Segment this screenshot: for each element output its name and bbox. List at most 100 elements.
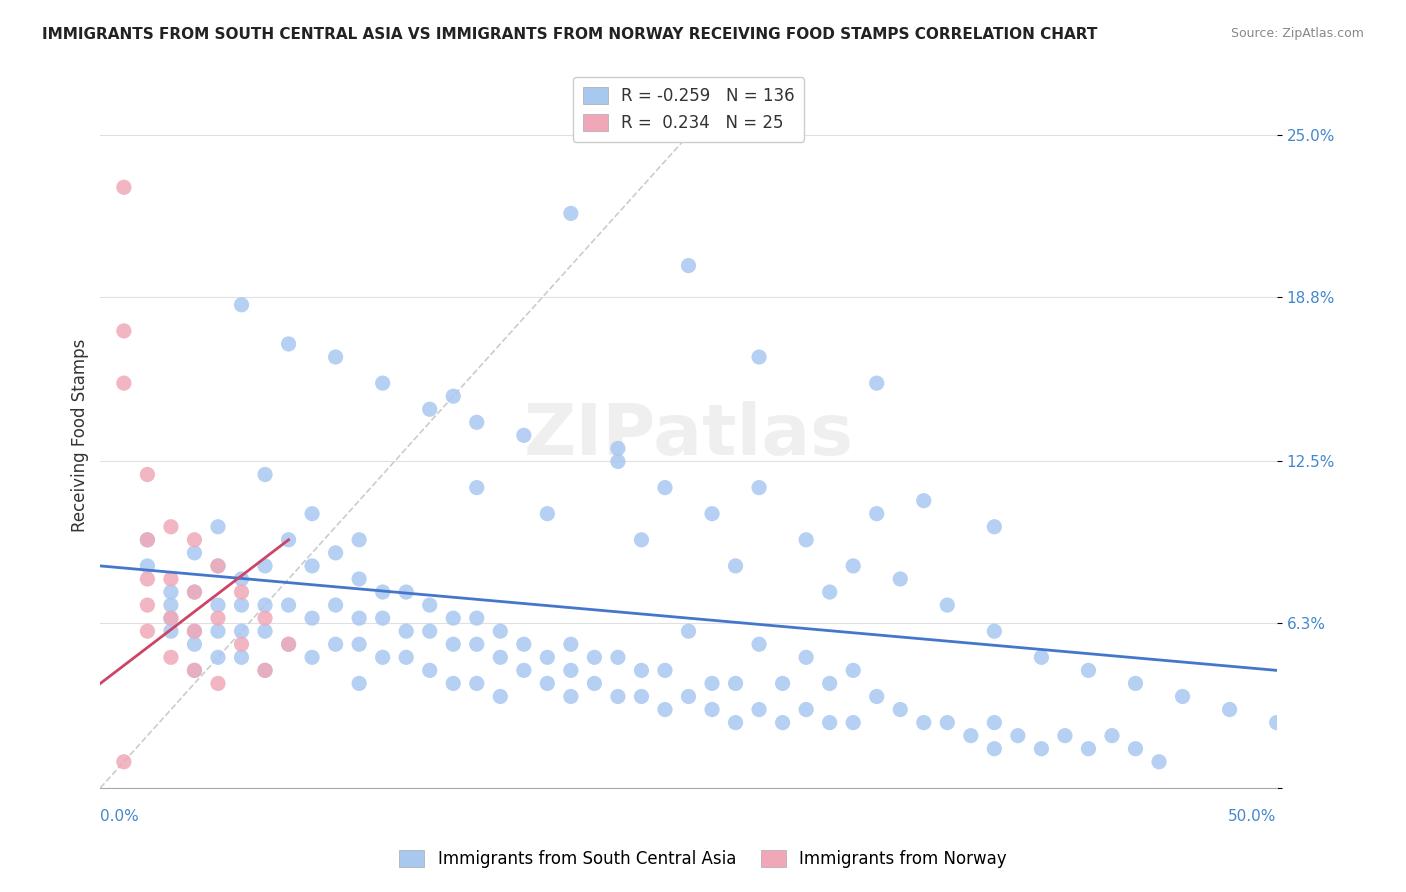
Point: [371, 650, 394, 665]
Point: [112, 755, 135, 769]
Point: [700, 507, 723, 521]
Point: [583, 676, 606, 690]
Point: [842, 664, 865, 678]
Point: [160, 572, 183, 586]
Point: [513, 428, 536, 442]
Point: [183, 546, 205, 560]
Point: [1031, 741, 1053, 756]
Point: [748, 637, 770, 651]
Point: [112, 324, 135, 338]
Point: [959, 729, 981, 743]
Point: [630, 690, 652, 704]
Point: [1219, 702, 1241, 716]
Point: [254, 558, 277, 573]
Text: ZIPatlas: ZIPatlas: [523, 401, 853, 470]
Point: [724, 676, 747, 690]
Point: [560, 690, 582, 704]
Point: [536, 507, 558, 521]
Point: [818, 715, 841, 730]
Point: [513, 637, 536, 651]
Point: [231, 598, 253, 612]
Point: [654, 702, 676, 716]
Point: [183, 533, 205, 547]
Point: [254, 664, 277, 678]
Point: [395, 624, 418, 639]
Point: [231, 298, 253, 312]
Point: [866, 507, 889, 521]
Point: [277, 598, 299, 612]
Point: [842, 558, 865, 573]
Point: [183, 624, 205, 639]
Point: [371, 611, 394, 625]
Point: [231, 585, 253, 599]
Point: [465, 637, 488, 651]
Point: [1007, 729, 1029, 743]
Point: [560, 206, 582, 220]
Point: [419, 402, 441, 417]
Point: [983, 624, 1005, 639]
Point: [207, 676, 229, 690]
Point: [678, 259, 700, 273]
Point: [583, 650, 606, 665]
Text: IMMIGRANTS FROM SOUTH CENTRAL ASIA VS IMMIGRANTS FROM NORWAY RECEIVING FOOD STAM: IMMIGRANTS FROM SOUTH CENTRAL ASIA VS IM…: [42, 27, 1098, 42]
Text: 50.0%: 50.0%: [1229, 809, 1277, 824]
Point: [231, 650, 253, 665]
Point: [912, 493, 935, 508]
Point: [724, 715, 747, 730]
Point: [724, 558, 747, 573]
Point: [301, 650, 323, 665]
Legend: R = -0.259   N = 136, R =  0.234   N = 25: R = -0.259 N = 136, R = 0.234 N = 25: [572, 77, 804, 142]
Point: [748, 350, 770, 364]
Point: [465, 611, 488, 625]
Point: [325, 350, 347, 364]
Point: [678, 624, 700, 639]
Point: [395, 585, 418, 599]
Point: [1077, 741, 1099, 756]
Point: [136, 558, 159, 573]
Point: [301, 611, 323, 625]
Point: [183, 585, 205, 599]
Point: [936, 598, 959, 612]
Point: [842, 715, 865, 730]
Point: [419, 664, 441, 678]
Point: [277, 533, 299, 547]
Point: [772, 715, 794, 730]
Point: [112, 180, 135, 194]
Point: [654, 664, 676, 678]
Point: [254, 664, 277, 678]
Point: [347, 611, 370, 625]
Point: [371, 376, 394, 391]
Point: [419, 624, 441, 639]
Point: [419, 598, 441, 612]
Point: [277, 337, 299, 351]
Point: [606, 454, 628, 468]
Point: [606, 442, 628, 456]
Point: [936, 715, 959, 730]
Point: [748, 702, 770, 716]
Point: [983, 741, 1005, 756]
Point: [207, 611, 229, 625]
Point: [254, 467, 277, 482]
Point: [231, 637, 253, 651]
Point: [160, 650, 183, 665]
Point: [277, 637, 299, 651]
Point: [1147, 755, 1170, 769]
Text: Source: ZipAtlas.com: Source: ZipAtlas.com: [1230, 27, 1364, 40]
Point: [560, 637, 582, 651]
Point: [983, 715, 1005, 730]
Point: [183, 664, 205, 678]
Point: [513, 664, 536, 678]
Point: [207, 520, 229, 534]
Point: [1125, 741, 1147, 756]
Point: [207, 650, 229, 665]
Text: 0.0%: 0.0%: [100, 809, 139, 824]
Point: [441, 611, 464, 625]
Point: [536, 676, 558, 690]
Point: [183, 624, 205, 639]
Point: [772, 676, 794, 690]
Point: [606, 650, 628, 665]
Point: [112, 376, 135, 391]
Point: [630, 533, 652, 547]
Point: [160, 598, 183, 612]
Point: [678, 690, 700, 704]
